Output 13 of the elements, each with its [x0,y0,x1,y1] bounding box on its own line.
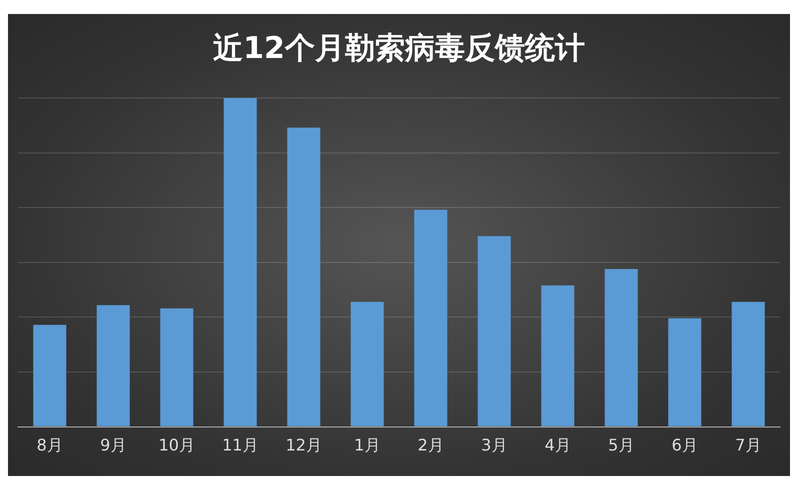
x-tick-label: 8月 [36,436,63,455]
x-tick-label: 5月 [608,436,634,455]
x-tick-label: 6月 [672,436,698,455]
x-tick-label: 7月 [735,436,762,455]
x-tick-label: 12月 [286,436,322,455]
x-tick-label: 11月 [222,436,258,455]
x-tick-label: 1月 [354,436,380,455]
chart-title: 近12个月勒索病毒反馈统计 [213,30,585,66]
x-tick-label: 3月 [481,436,508,455]
x-tick-label: 2月 [418,436,444,455]
x-tick-label: 10月 [158,436,195,455]
x-tick-label: 4月 [544,436,571,455]
x-tick-label: 9月 [100,436,126,455]
